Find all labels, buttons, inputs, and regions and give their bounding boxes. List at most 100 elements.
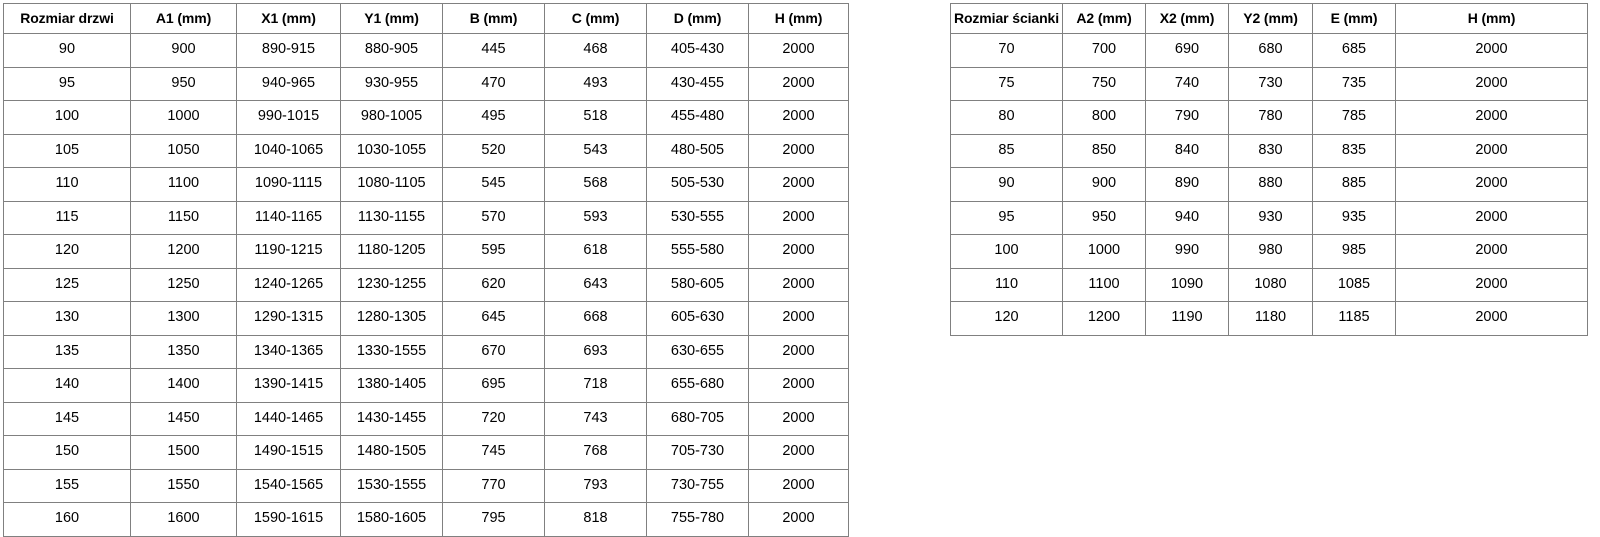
wall-table-body: 70 700 690 680 685 2000 75 750 740 730 735 2000 80 80…	[950, 33, 1588, 336]
table-cell: 130	[3, 301, 131, 336]
table-cell: 1600	[130, 502, 237, 537]
table-cell: 730-755	[646, 468, 749, 503]
table-cell: 818	[544, 502, 647, 537]
table-cell: 2000	[748, 234, 849, 269]
table-cell: 110	[3, 167, 131, 202]
table-cell: 505-530	[646, 167, 749, 202]
table-cell: 705-730	[646, 435, 749, 470]
table-cell: 90	[3, 33, 131, 68]
table-cell: 1390-1415	[236, 368, 341, 403]
table-cell: 690	[1145, 33, 1229, 68]
table-cell: 580-605	[646, 267, 749, 302]
table-header-row: Rozmiar drzwi A1 (mm) X1 (mm) Y1 (mm) B (mm)…	[3, 3, 849, 34]
table-cell: 2000	[748, 368, 849, 403]
table-cell: 160	[3, 502, 131, 537]
table-cell: 493	[544, 66, 647, 101]
table-cell: 950	[130, 66, 237, 101]
table-cell: 1090-1115	[236, 167, 341, 202]
wall-table-header: Rozmiar ścianki A2 (mm) X2 (mm) Y2 (mm) E (m…	[950, 3, 1588, 34]
table-cell: 595	[442, 234, 545, 269]
table-cell: 1000	[130, 100, 237, 135]
table-cell: 800	[1062, 100, 1146, 135]
table-cell: 693	[544, 334, 647, 369]
table-cell: 568	[544, 167, 647, 202]
table-cell: 530-555	[646, 200, 749, 235]
table-cell: 743	[544, 401, 647, 436]
table-cell: 2000	[748, 167, 849, 202]
table-row: 100 1000 990 980 985 2000	[950, 234, 1588, 269]
doors-column-header: X1 (mm)	[236, 3, 341, 34]
table-header-row: Rozmiar ścianki A2 (mm) X2 (mm) Y2 (mm) E (m…	[950, 3, 1588, 34]
table-cell: 1450	[130, 401, 237, 436]
table-cell: 885	[1312, 167, 1396, 202]
table-cell: 1100	[1062, 267, 1146, 302]
table-cell: 95	[3, 66, 131, 101]
table-cell: 700	[1062, 33, 1146, 68]
table-cell: 840	[1145, 133, 1229, 168]
table-cell: 1480-1505	[340, 435, 443, 470]
table-cell: 1580-1605	[340, 502, 443, 537]
table-cell: 880-905	[340, 33, 443, 68]
table-cell: 940-965	[236, 66, 341, 101]
table-cell: 890-915	[236, 33, 341, 68]
table-cell: 2000	[1395, 66, 1588, 101]
table-cell: 1130-1155	[340, 200, 443, 235]
table-cell: 1430-1455	[340, 401, 443, 436]
table-cell: 793	[544, 468, 647, 503]
table-cell: 605-630	[646, 301, 749, 336]
table-row: 135 1350 1340-1365 1330-1555 670 693 630-655 20…	[3, 334, 849, 369]
table-cell: 1550	[130, 468, 237, 503]
table-cell: 668	[544, 301, 647, 336]
table-cell: 455-480	[646, 100, 749, 135]
table-cell: 1340-1365	[236, 334, 341, 369]
table-cell: 1280-1305	[340, 301, 443, 336]
table-cell: 105	[3, 133, 131, 168]
table-cell: 1180-1205	[340, 234, 443, 269]
table-cell: 620	[442, 267, 545, 302]
table-cell: 695	[442, 368, 545, 403]
wall-column-header: H (mm)	[1395, 3, 1588, 34]
table-cell: 645	[442, 301, 545, 336]
table-cell: 1030-1055	[340, 133, 443, 168]
table-cell: 405-430	[646, 33, 749, 68]
table-cell: 670	[442, 334, 545, 369]
doors-column-header: C (mm)	[544, 3, 647, 34]
table-cell: 1500	[130, 435, 237, 470]
table-row: 150 1500 1490-1515 1480-1505 745 768 705-730 20…	[3, 435, 849, 470]
table-cell: 755-780	[646, 502, 749, 537]
table-row: 160 1600 1590-1615 1580-1605 795 818 755-780 20…	[3, 502, 849, 537]
table-cell: 1150	[130, 200, 237, 235]
table-cell: 990	[1145, 234, 1229, 269]
table-cell: 940	[1145, 200, 1229, 235]
table-cell: 1380-1405	[340, 368, 443, 403]
table-row: 125 1250 1240-1265 1230-1255 620 643 580-605 20…	[3, 267, 849, 302]
table-cell: 100	[950, 234, 1063, 269]
table-cell: 745	[442, 435, 545, 470]
table-cell: 70	[950, 33, 1063, 68]
table-cell: 1290-1315	[236, 301, 341, 336]
table-cell: 770	[442, 468, 545, 503]
table-cell: 1000	[1062, 234, 1146, 269]
table-cell: 618	[544, 234, 647, 269]
table-cell: 1190	[1145, 301, 1229, 336]
table-cell: 1440-1465	[236, 401, 341, 436]
table-cell: 643	[544, 267, 647, 302]
doors-specification-table: Rozmiar drzwi A1 (mm) X1 (mm) Y1 (mm) B (mm)…	[3, 3, 849, 537]
table-cell: 1080-1105	[340, 167, 443, 202]
table-cell: 655-680	[646, 368, 749, 403]
table-cell: 630-655	[646, 334, 749, 369]
table-row: 100 1000 990-1015 980-1005 495 518 455-480 2000	[3, 100, 849, 135]
table-cell: 1085	[1312, 267, 1396, 302]
table-row: 130 1300 1290-1315 1280-1305 645 668 605-630 20…	[3, 301, 849, 336]
table-cell: 115	[3, 200, 131, 235]
doors-column-header: D (mm)	[646, 3, 749, 34]
table-cell: 430-455	[646, 66, 749, 101]
doors-column-header: Y1 (mm)	[340, 3, 443, 34]
wall-column-header: Y2 (mm)	[1228, 3, 1313, 34]
table-cell: 735	[1312, 66, 1396, 101]
table-cell: 135	[3, 334, 131, 369]
table-cell: 140	[3, 368, 131, 403]
table-cell: 110	[950, 267, 1063, 302]
wall-column-header: Rozmiar ścianki	[950, 3, 1063, 34]
table-cell: 930-955	[340, 66, 443, 101]
